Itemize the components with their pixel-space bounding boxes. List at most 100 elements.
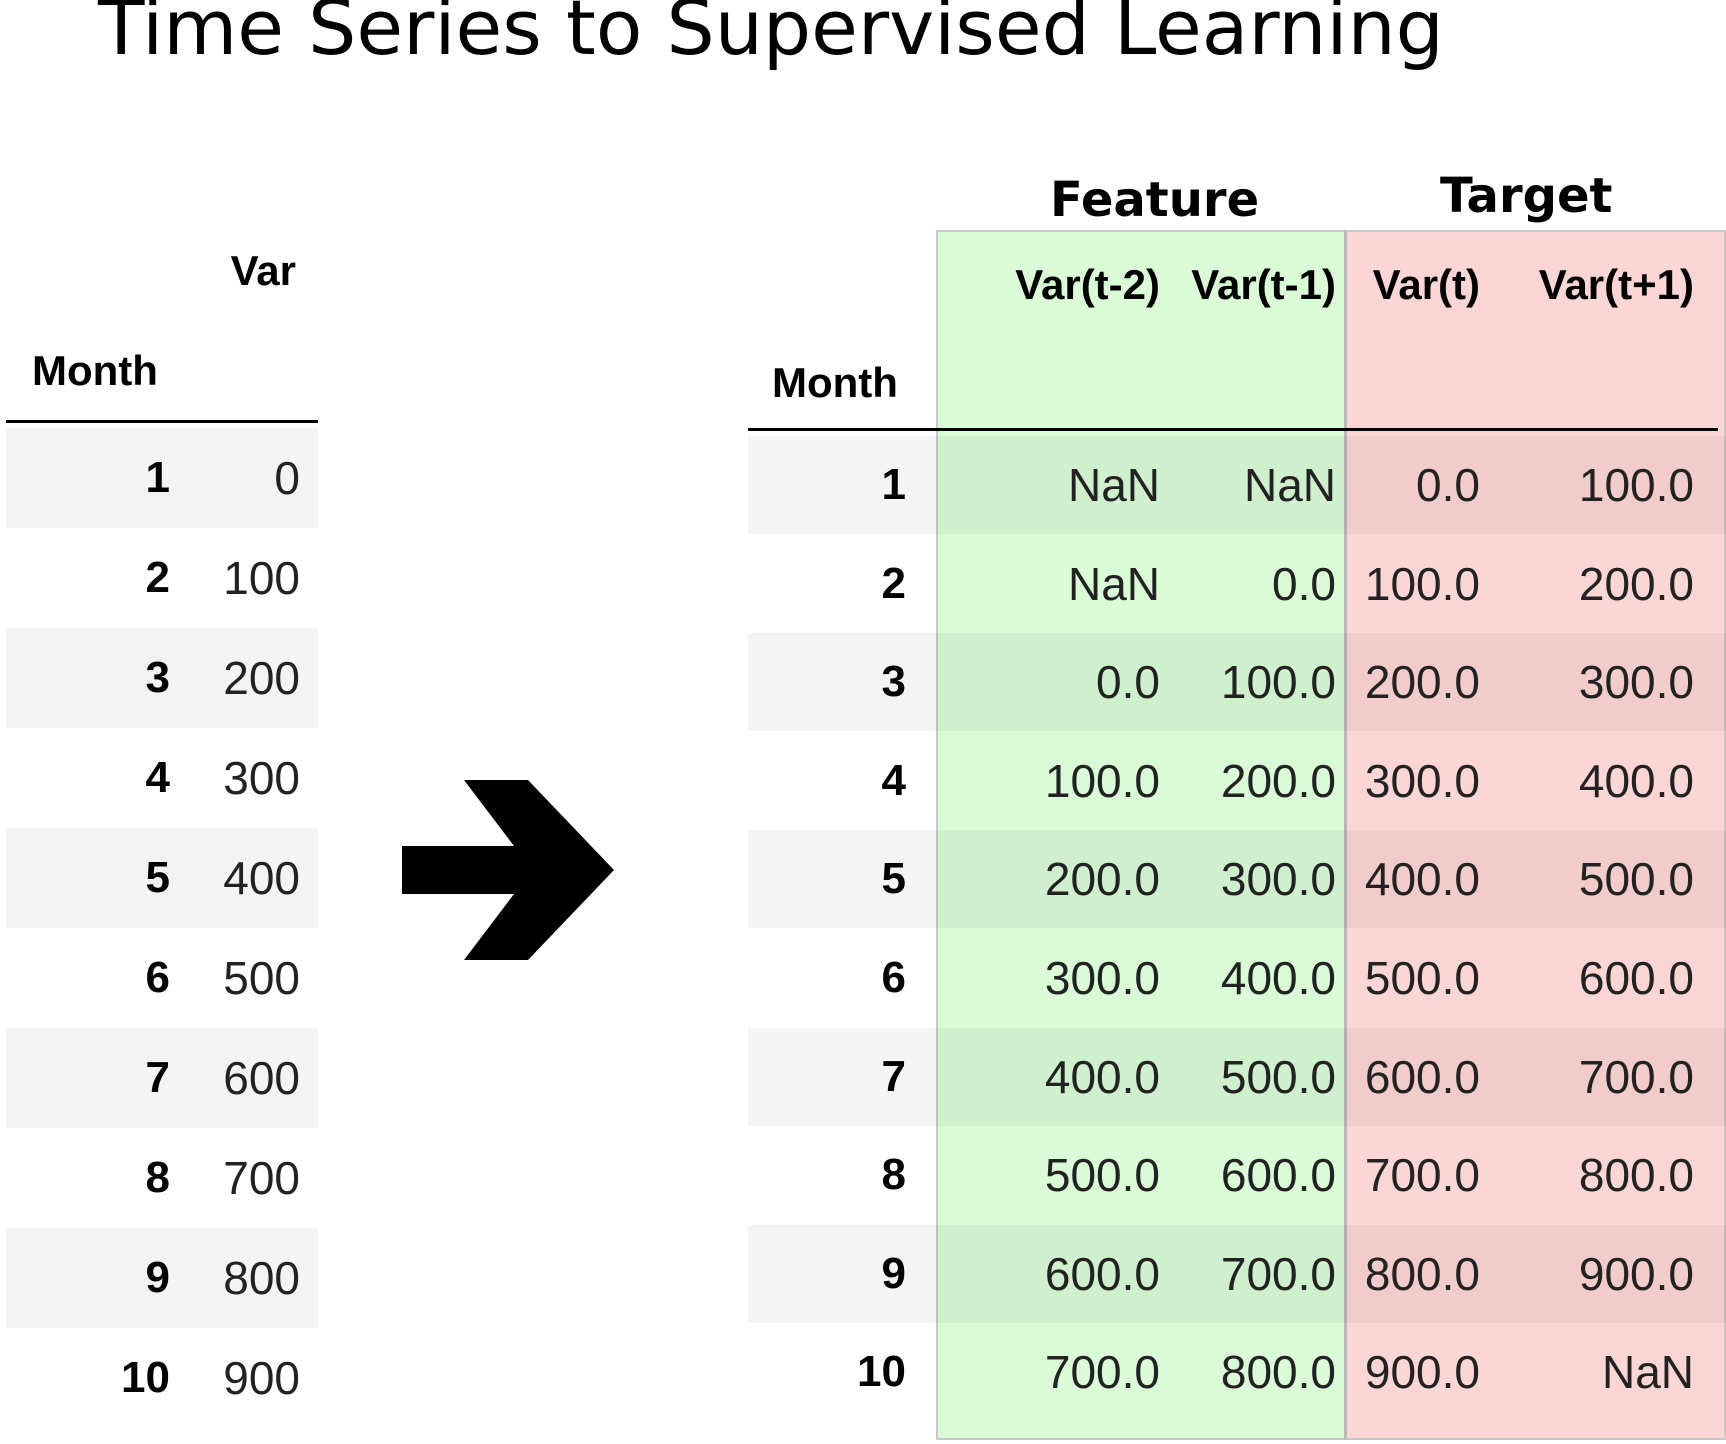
table-cell: NaN — [1067, 557, 1160, 610]
table-cell: 500.0 — [1220, 1050, 1336, 1103]
table-cell: 0.0 — [1416, 459, 1480, 511]
table-cell: 600.0 — [1044, 1247, 1160, 1300]
row-index: 7 — [145, 1053, 170, 1102]
table-row: 2 NaN 0.0 100.0 200.0 — [748, 535, 1726, 633]
column-header-var-t-minus-1: Var(t-1) — [1191, 261, 1336, 308]
table-cell: 700.0 — [1044, 1346, 1160, 1399]
table-row: 8 500.0 600.0 700.0 800.0 — [748, 1126, 1726, 1224]
diagram-title: Time Series to Supervised Learning — [98, 0, 1444, 66]
table-cell: 100 — [223, 552, 300, 604]
row-index: 1 — [881, 460, 906, 509]
source-column-header: Var — [230, 247, 296, 294]
table-row: 10 700.0 800.0 900.0 NaN — [748, 1323, 1726, 1421]
table-cell: 400.0 — [1578, 754, 1694, 807]
row-index: 9 — [881, 1248, 906, 1298]
table-cell: 800.0 — [1364, 1247, 1480, 1300]
table-row: 7 600 — [6, 1028, 318, 1128]
supervised-header-rule — [748, 428, 1718, 431]
table-cell: 400.0 — [1364, 853, 1480, 906]
table-cell: 300.0 — [1220, 853, 1336, 906]
table-row: 6 300.0 400.0 500.0 600.0 — [748, 929, 1726, 1027]
target-columns-highlight — [1344, 230, 1726, 1440]
source-header-rule — [6, 420, 318, 423]
right-arrow-icon — [402, 780, 614, 960]
table-cell: 800.0 — [1578, 1149, 1694, 1202]
table-cell: 300.0 — [1578, 656, 1694, 709]
table-cell: 200.0 — [1220, 754, 1336, 807]
row-index: 3 — [881, 657, 906, 707]
row-index: 2 — [145, 553, 170, 602]
table-cell: 300.0 — [1044, 952, 1160, 1004]
table-row: 2 100 — [6, 528, 318, 628]
table-cell: 700.0 — [1220, 1247, 1336, 1300]
row-index: 2 — [881, 558, 906, 608]
table-row: 7 400.0 500.0 600.0 700.0 — [748, 1027, 1726, 1126]
table-cell: 600.0 — [1578, 952, 1694, 1004]
table-cell: 200 — [223, 652, 300, 704]
table-cell: 100.0 — [1044, 754, 1160, 807]
table-cell: 200.0 — [1578, 557, 1694, 610]
diagram-title-text: Time Series to Supervised Learning — [98, 0, 1444, 72]
table-row: 1 NaN NaN 0.0 100.0 — [748, 436, 1726, 534]
table-cell: 700.0 — [1364, 1149, 1480, 1202]
supervised-table: Feature Target Var(t-2) Var(t-1) Var(t) … — [748, 0, 1726, 1444]
row-index: 8 — [881, 1150, 906, 1200]
row-index: 10 — [857, 1347, 906, 1397]
table-row: 4 100.0 200.0 300.0 400.0 — [748, 732, 1726, 830]
table-row: 3 200 — [6, 628, 318, 728]
table-row: 5 400 — [6, 828, 318, 928]
column-header-var-t: Var(t) — [1372, 261, 1480, 308]
row-index: 4 — [881, 755, 906, 805]
table-cell: 0.0 — [1096, 656, 1160, 709]
target-group-label: Target — [1440, 168, 1613, 224]
table-cell: NaN — [1601, 1346, 1694, 1399]
table-cell: 300 — [223, 752, 300, 804]
row-index: 10 — [121, 1353, 170, 1402]
table-cell: 900 — [223, 1352, 300, 1404]
column-header-var-t-plus-1: Var(t+1) — [1538, 261, 1694, 308]
table-cell: 500.0 — [1044, 1149, 1160, 1202]
table-cell: 800.0 — [1220, 1346, 1336, 1399]
table-row: 4 300 — [6, 728, 318, 828]
row-index: 9 — [145, 1253, 170, 1302]
table-cell: 700 — [223, 1152, 300, 1204]
table-row: 9 800 — [6, 1228, 318, 1328]
table-cell: 0.0 — [1272, 557, 1336, 610]
table-cell: 500 — [223, 952, 300, 1004]
source-index-header: Month — [32, 347, 158, 394]
row-index: 1 — [145, 453, 170, 502]
table-cell: 800 — [223, 1252, 300, 1304]
feature-columns-highlight — [936, 230, 1344, 1440]
table-cell: 100.0 — [1220, 656, 1336, 709]
table-cell: 600.0 — [1364, 1050, 1480, 1103]
row-index: 8 — [145, 1153, 170, 1202]
table-row: 5 200.0 300.0 400.0 500.0 — [748, 830, 1726, 929]
table-cell: 700.0 — [1578, 1050, 1694, 1103]
table-cell: 300.0 — [1364, 754, 1480, 807]
table-cell: 500.0 — [1364, 952, 1480, 1004]
table-cell: 900.0 — [1578, 1247, 1694, 1300]
table-row: 3 0.0 100.0 200.0 300.0 — [748, 633, 1726, 732]
table-cell: 500.0 — [1578, 853, 1694, 906]
table-cell: 200.0 — [1364, 656, 1480, 709]
table-cell: 400.0 — [1044, 1050, 1160, 1103]
column-header-var-t-minus-2: Var(t-2) — [1015, 261, 1160, 308]
table-cell: NaN — [1243, 459, 1336, 511]
table-cell: 0 — [274, 452, 300, 504]
supervised-index-header: Month — [772, 359, 898, 406]
table-cell: 900.0 — [1364, 1346, 1480, 1399]
row-index: 6 — [881, 953, 906, 1002]
table-cell: 600.0 — [1220, 1149, 1336, 1202]
table-cell: 100.0 — [1364, 557, 1480, 610]
row-index: 5 — [145, 853, 170, 902]
row-index: 6 — [145, 953, 170, 1002]
table-cell: 100.0 — [1578, 459, 1694, 511]
table-cell: 200.0 — [1044, 853, 1160, 906]
row-index: 5 — [881, 854, 906, 904]
feature-group-label: Feature — [1050, 172, 1260, 228]
table-row: 10 900 — [6, 1328, 318, 1428]
table-cell: NaN — [1067, 459, 1160, 511]
table-cell: 600 — [223, 1052, 300, 1104]
table-row: 9 600.0 700.0 800.0 900.0 — [748, 1224, 1726, 1323]
